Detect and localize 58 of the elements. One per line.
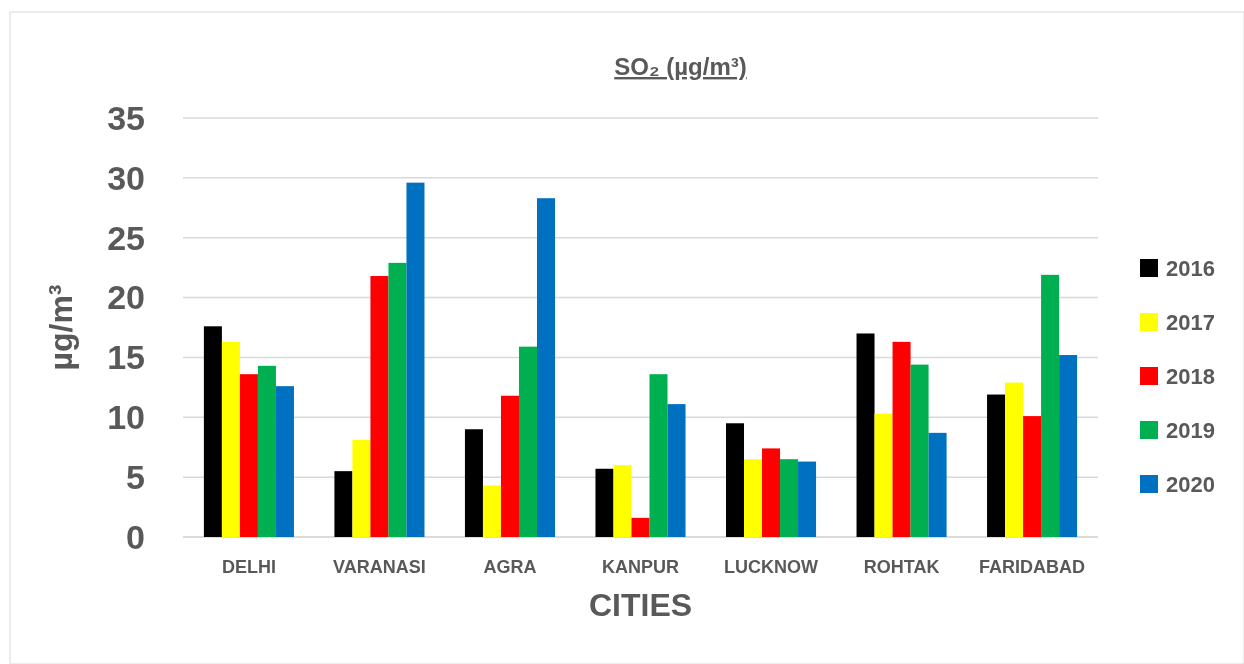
x-axis-title: CITIES (588, 587, 693, 623)
bar (595, 468, 614, 537)
bar (631, 517, 650, 537)
x-tick-label: LUCKNOW (724, 557, 819, 577)
bar (856, 333, 875, 537)
bar (1059, 355, 1078, 537)
bar (518, 346, 537, 537)
x-tick-label: VARANASI (333, 557, 426, 577)
y-tick-label: 25 (107, 218, 145, 257)
bar (221, 341, 240, 537)
y-tick-label: 30 (107, 158, 145, 197)
legend-label: 2018 (1166, 363, 1215, 389)
bar (257, 365, 276, 537)
bar (388, 262, 407, 537)
y-tick-label: 10 (107, 398, 145, 437)
bar (910, 364, 929, 537)
x-tick-label: KANPUR (601, 557, 680, 577)
bar (352, 440, 371, 537)
bar (334, 471, 353, 537)
legend-label: 2019 (1166, 417, 1215, 443)
bar (987, 394, 1006, 537)
y-tick-label: 0 (126, 517, 145, 556)
y-tick-label: 35 (107, 98, 145, 137)
bar (780, 459, 799, 537)
x-tick-label: AGRA (483, 557, 537, 577)
x-tick-label: DELHI (221, 557, 276, 577)
y-tick-label: 5 (126, 458, 145, 497)
bar (613, 465, 632, 537)
y-axis-title: µg/m³ (43, 284, 79, 371)
bar (1005, 382, 1024, 537)
bar (482, 485, 501, 537)
y-tick-label: 15 (107, 338, 145, 377)
legend-label: 2020 (1166, 471, 1215, 497)
bar (1041, 274, 1060, 537)
legend-label: 2016 (1166, 255, 1215, 281)
bar (239, 374, 258, 537)
bar (928, 432, 947, 537)
bar (726, 423, 745, 537)
bar (798, 461, 817, 537)
bar (874, 413, 893, 537)
legend-label: 2017 (1166, 309, 1215, 335)
bar (464, 429, 483, 537)
bar (275, 386, 294, 537)
bar (892, 341, 911, 537)
x-tick-label: ROHTAK (863, 557, 940, 577)
bar (536, 198, 555, 537)
bar (649, 374, 668, 537)
y-tick-label: 20 (107, 278, 145, 317)
bar (406, 182, 425, 537)
x-tick-label: FARIDABAD (979, 557, 1086, 577)
bar (500, 395, 519, 537)
bar (667, 404, 686, 537)
bar (744, 459, 763, 537)
bar (203, 326, 222, 537)
chart-title: SO₂ (µg/m³) (614, 53, 747, 80)
bar (762, 448, 781, 537)
bar (370, 276, 389, 537)
bar (1023, 416, 1042, 537)
